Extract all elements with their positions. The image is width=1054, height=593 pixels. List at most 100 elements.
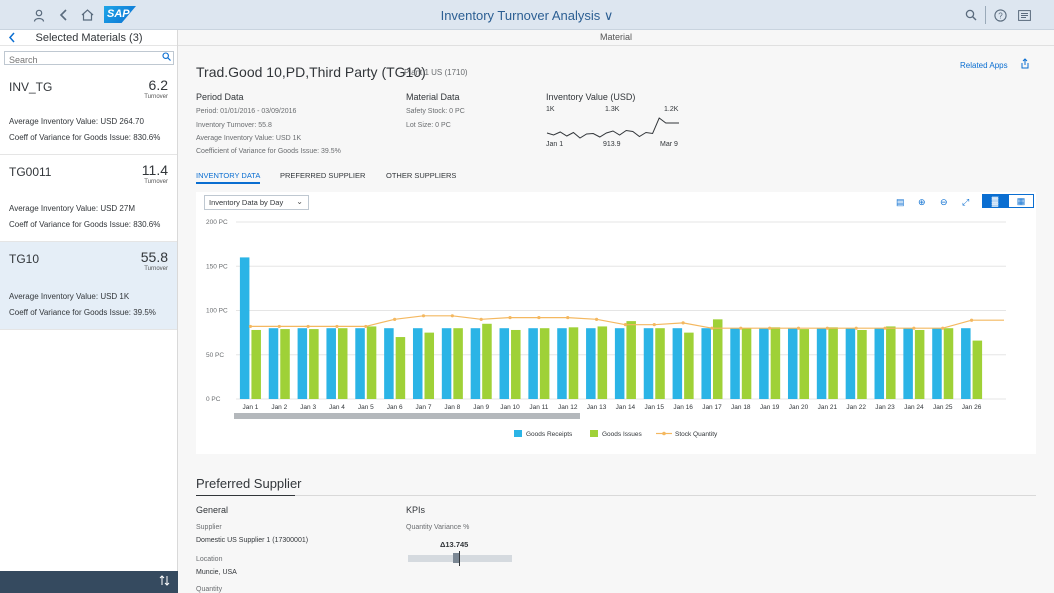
bar-goods-issues[interactable] — [597, 326, 608, 399]
bar-goods-receipts[interactable] — [326, 328, 336, 399]
bar-goods-issues[interactable] — [482, 323, 492, 399]
point-stock-quantity[interactable] — [739, 326, 743, 330]
bar-goods-issues[interactable] — [626, 321, 636, 399]
bar-goods-receipts[interactable] — [412, 328, 423, 399]
bar-goods-receipts[interactable] — [730, 328, 740, 399]
bar-goods-issues[interactable] — [453, 328, 463, 399]
bar-goods-issues[interactable] — [280, 329, 290, 399]
list-item[interactable]: TG0011 11.4 Turnover Average Inventory V… — [0, 155, 177, 242]
point-stock-quantity[interactable] — [306, 324, 310, 329]
point-stock-quantity[interactable] — [652, 323, 656, 327]
home-icon[interactable] — [79, 7, 95, 23]
point-stock-quantity[interactable] — [854, 326, 858, 330]
bar-goods-receipts[interactable] — [470, 328, 481, 399]
bar-goods-issues[interactable] — [511, 329, 521, 399]
bar-goods-issues[interactable] — [337, 328, 348, 399]
bar-goods-receipts[interactable] — [355, 328, 365, 399]
bar-goods-issues[interactable] — [395, 337, 406, 399]
bar-goods-issues[interactable] — [684, 332, 694, 399]
bar-goods-issues[interactable] — [857, 329, 867, 399]
search-icon[interactable] — [963, 7, 979, 23]
bar-goods-issues[interactable] — [972, 340, 983, 399]
bar-goods-receipts[interactable] — [932, 328, 942, 399]
bar-goods-issues[interactable] — [309, 329, 319, 399]
point-stock-quantity[interactable] — [479, 317, 483, 321]
point-stock-quantity[interactable] — [421, 314, 426, 318]
bar-goods-issues[interactable] — [770, 327, 781, 399]
bar-goods-issues[interactable] — [366, 326, 377, 399]
bar-goods-receipts[interactable] — [787, 328, 798, 399]
bar-goods-issues[interactable] — [251, 329, 261, 399]
fullscreen-icon[interactable]: ⤢ — [962, 197, 970, 207]
legend-toggle-icon[interactable]: ▤ — [896, 197, 905, 207]
point-stock-quantity[interactable] — [796, 326, 801, 330]
notifications-icon[interactable] — [1016, 7, 1032, 23]
point-stock-quantity[interactable] — [364, 324, 368, 329]
chart-view-select[interactable]: Inventory Data by Day ⌄ — [204, 195, 309, 210]
bar-goods-receipts[interactable] — [874, 328, 885, 399]
bar-goods-receipts[interactable] — [441, 328, 452, 399]
bar-goods-issues[interactable] — [568, 327, 579, 399]
point-stock-quantity[interactable] — [248, 324, 253, 329]
point-stock-quantity[interactable] — [335, 324, 339, 329]
share-icon[interactable] — [1020, 58, 1030, 72]
tab-inventory-data[interactable]: INVENTORY DATA — [196, 171, 261, 184]
chevron-down-icon[interactable]: ∨ — [603, 8, 614, 23]
bar-goods-receipts[interactable] — [268, 328, 279, 399]
point-stock-quantity[interactable] — [681, 321, 685, 325]
related-apps-link[interactable]: Related Apps — [960, 61, 1008, 70]
bar-goods-receipts[interactable] — [239, 257, 250, 399]
point-stock-quantity[interactable] — [277, 324, 281, 329]
bar-goods-receipts[interactable] — [816, 328, 827, 399]
bar-goods-receipts[interactable] — [672, 328, 683, 399]
zoom-out-icon[interactable]: ⊖ — [940, 197, 948, 207]
search-input[interactable] — [5, 54, 155, 66]
point-stock-quantity[interactable] — [768, 326, 772, 330]
tab-preferred-supplier[interactable]: PREFERRED SUPPLIER — [280, 171, 366, 180]
bar-goods-receipts[interactable] — [961, 328, 971, 399]
bar-goods-issues[interactable] — [828, 327, 838, 399]
bar-goods-receipts[interactable] — [614, 328, 625, 399]
bar-goods-issues[interactable] — [655, 328, 665, 399]
point-stock-quantity[interactable] — [710, 326, 714, 330]
search-field[interactable] — [4, 51, 174, 66]
point-stock-quantity[interactable] — [969, 318, 974, 322]
bar-goods-issues[interactable] — [886, 326, 896, 399]
chart-view-icon[interactable]: ▓ — [982, 194, 1008, 208]
tab-other-suppliers[interactable]: OTHER SUPPLIERS — [386, 171, 457, 180]
point-stock-quantity[interactable] — [393, 317, 397, 321]
app-title[interactable]: Inventory Turnover Analysis ∨ — [0, 8, 1054, 24]
point-stock-quantity[interactable] — [594, 317, 599, 321]
nav-back-icon[interactable] — [8, 31, 16, 46]
app-title-text[interactable]: Inventory Turnover Analysis — [440, 8, 601, 23]
list-item[interactable]: INV_TG 6.2 Turnover Average Inventory Va… — [0, 70, 177, 155]
bar-goods-receipts[interactable] — [643, 328, 654, 399]
user-icon[interactable] — [31, 7, 47, 23]
bar-goods-issues[interactable] — [424, 332, 435, 399]
point-stock-quantity[interactable] — [623, 323, 628, 327]
bar-goods-receipts[interactable] — [903, 328, 913, 399]
bar-goods-receipts[interactable] — [297, 328, 308, 399]
sort-icon[interactable] — [159, 575, 170, 589]
point-stock-quantity[interactable] — [825, 326, 829, 330]
bar-goods-receipts[interactable] — [759, 328, 769, 399]
bar-goods-issues[interactable] — [741, 328, 752, 399]
back-icon[interactable] — [56, 7, 72, 23]
bar-goods-issues[interactable] — [539, 328, 550, 399]
point-stock-quantity[interactable] — [450, 314, 454, 318]
bar-goods-receipts[interactable] — [845, 328, 856, 399]
list-item-selected[interactable]: TG10 55.8 Turnover Average Inventory Val… — [0, 242, 177, 330]
help-icon[interactable]: ? — [992, 7, 1008, 23]
table-view-icon[interactable]: ▦ — [1008, 194, 1034, 208]
bar-goods-issues[interactable] — [799, 329, 810, 399]
search-icon[interactable] — [162, 52, 171, 64]
bar-goods-issues[interactable] — [712, 319, 723, 399]
chart-scrollbar[interactable] — [234, 413, 580, 419]
bar-goods-receipts[interactable] — [499, 328, 510, 399]
bar-goods-receipts[interactable] — [528, 328, 538, 399]
bar-goods-receipts[interactable] — [701, 328, 711, 399]
bar-goods-receipts[interactable] — [384, 328, 394, 399]
point-stock-quantity[interactable] — [883, 326, 887, 330]
bar-goods-issues[interactable] — [914, 329, 925, 399]
point-stock-quantity[interactable] — [941, 326, 945, 330]
